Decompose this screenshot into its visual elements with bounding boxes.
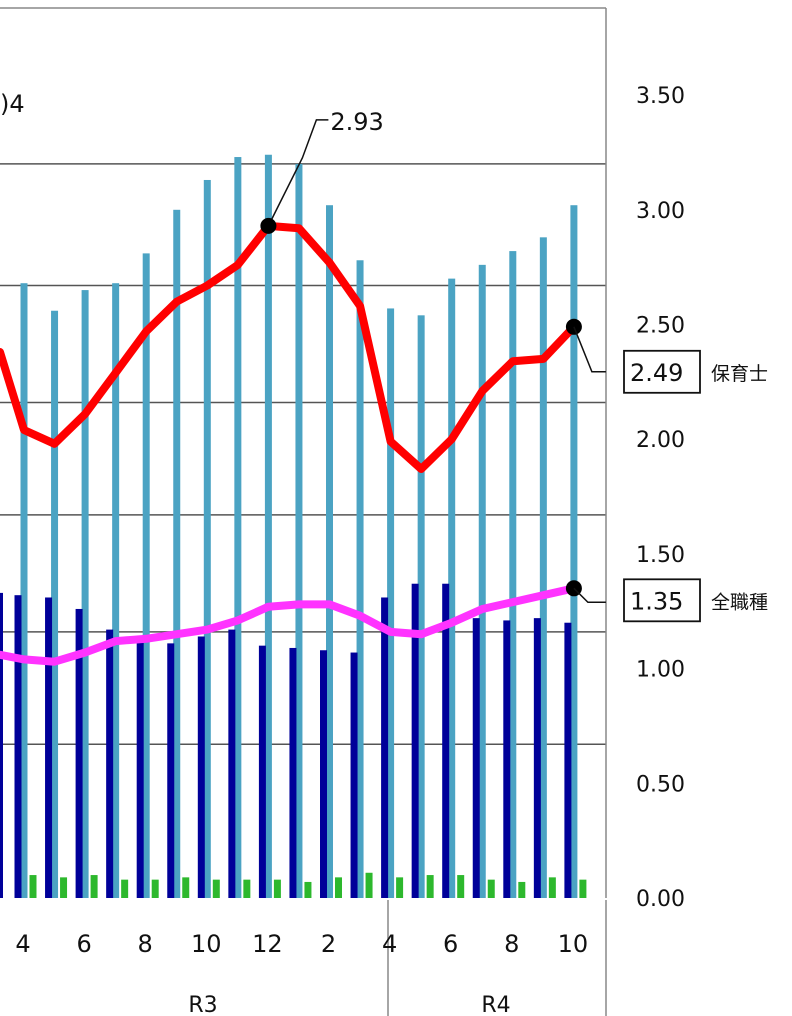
bar-series1-2 (81, 290, 89, 899)
x-tick-label: 8 (504, 930, 519, 958)
bar-series1-13 (417, 315, 425, 899)
bar-series3-15 (487, 879, 495, 898)
group-label-r4: R4 (481, 993, 510, 1016)
bar-series3-16 (518, 881, 526, 898)
bar-series2-5 (167, 643, 175, 898)
bar-series3-8 (273, 879, 281, 898)
callout-value-hoikushi: 2.49 (630, 359, 683, 387)
bar-series3-12 (396, 877, 404, 898)
bars-layer (0, 154, 587, 899)
y-tick-label: 1.50 (636, 543, 685, 568)
callout-leader-peak (267, 119, 329, 227)
group-label-r3: R3 (188, 993, 217, 1016)
bar-series1-1 (51, 310, 59, 899)
bar-series2-0 (14, 595, 22, 898)
bar-series1-0 (20, 283, 28, 898)
bar-series3-9 (304, 881, 312, 898)
lines-layer (0, 221, 578, 666)
bar-series2-14 (442, 583, 450, 898)
bar-series2-13 (411, 583, 419, 898)
bar-series2-6 (197, 636, 205, 898)
bar-series3-13 (426, 875, 434, 898)
x-tick-label: 2 (321, 930, 336, 958)
bar-series1-6 (203, 179, 211, 898)
callout-leader-zenshokushu (573, 587, 606, 604)
bar-series1-5 (173, 209, 181, 899)
top-left-fragment: )4 (0, 90, 25, 118)
bar-series3-18 (579, 879, 587, 898)
x-tick-label: 12 (252, 930, 283, 958)
bar-series3-5 (182, 877, 190, 898)
bar-series1-12 (387, 308, 395, 898)
bar-series2-12 (381, 597, 389, 898)
x-tick-label: 6 (76, 930, 91, 958)
bar-series1-17 (539, 237, 547, 898)
bar-series3-1 (60, 877, 68, 898)
bar-series1-3 (112, 283, 120, 898)
bar-series1-15 (478, 264, 486, 899)
bar-series1-7 (234, 157, 242, 899)
bar-series1-18 (570, 205, 578, 898)
x-tick-label: 4 (15, 930, 30, 958)
line-hoikushi (0, 221, 578, 473)
x-tick-label: 8 (138, 930, 153, 958)
x-tick-label: 4 (382, 930, 397, 958)
bar-series2-2 (75, 608, 83, 898)
bar-series2-15 (472, 618, 480, 898)
bar-series3-2 (90, 875, 98, 898)
callout-label-zenshokushu: 全職種 (711, 591, 768, 613)
x-tick-label: 10 (558, 930, 589, 958)
callout-value-peak: 2.93 (330, 108, 383, 136)
bar-series2-9 (289, 647, 297, 898)
callout-value-zenshokushu: 1.35 (630, 587, 683, 615)
bar-series1-14 (448, 278, 456, 898)
bar-series2-10 (320, 650, 327, 898)
bar-series3-14 (457, 875, 465, 898)
y-tick-label: 0.00 (636, 887, 685, 912)
bar-partial-left (0, 592, 3, 898)
bar-series3-0 (29, 875, 37, 898)
y-tick-label: 3.50 (636, 84, 685, 109)
callout-label-hoikushi: 保育士 (711, 363, 768, 385)
callout-box-hoikushi (623, 349, 701, 394)
bar-series3-10 (335, 877, 342, 898)
bar-series3-4 (151, 879, 159, 898)
y-tick-label: 2.00 (636, 428, 685, 453)
bar-series2-1 (45, 597, 53, 898)
bar-series2-11 (350, 652, 358, 898)
labels-layer: 0.00 0.50 1.00 1.50 2.00 2.50 3.00 3.50 4 6 8 10 12 2… (0, 84, 768, 1016)
callout-box-zenshokushu (623, 578, 701, 623)
callout-marker-peak (260, 217, 277, 234)
bar-series3-11 (365, 872, 373, 898)
bar-series1-10 (326, 205, 333, 898)
bar-series3-17 (548, 877, 556, 898)
callout-leader-hoikushi (573, 326, 606, 373)
x-tick-label: 6 (443, 930, 458, 958)
bar-series1-16 (509, 251, 517, 899)
bar-series2-18 (564, 622, 572, 898)
axes-layer (0, 7, 607, 1016)
y-tick-label: 0.50 (636, 772, 685, 797)
bar-series1-11 (356, 260, 364, 898)
bar-series1-8 (264, 154, 272, 898)
y-tick-label: 3.00 (636, 199, 685, 224)
bar-series3-6 (212, 879, 220, 898)
bar-series3-7 (243, 879, 251, 898)
bar-series2-17 (533, 618, 541, 898)
x-tick-label: 10 (191, 930, 222, 958)
y-tick-label: 1.00 (636, 658, 685, 683)
bar-series1-9 (295, 163, 303, 899)
bar-series2-4 (136, 636, 144, 898)
bar-series2-7 (228, 629, 236, 898)
bar-series2-16 (503, 620, 511, 898)
y-tick-label: 2.50 (636, 314, 685, 339)
bar-series3-3 (121, 879, 129, 898)
line-zenshokushu (0, 584, 578, 666)
bar-series2-8 (258, 645, 266, 898)
bar-series1-4 (142, 253, 150, 899)
bar-series2-3 (106, 629, 114, 898)
